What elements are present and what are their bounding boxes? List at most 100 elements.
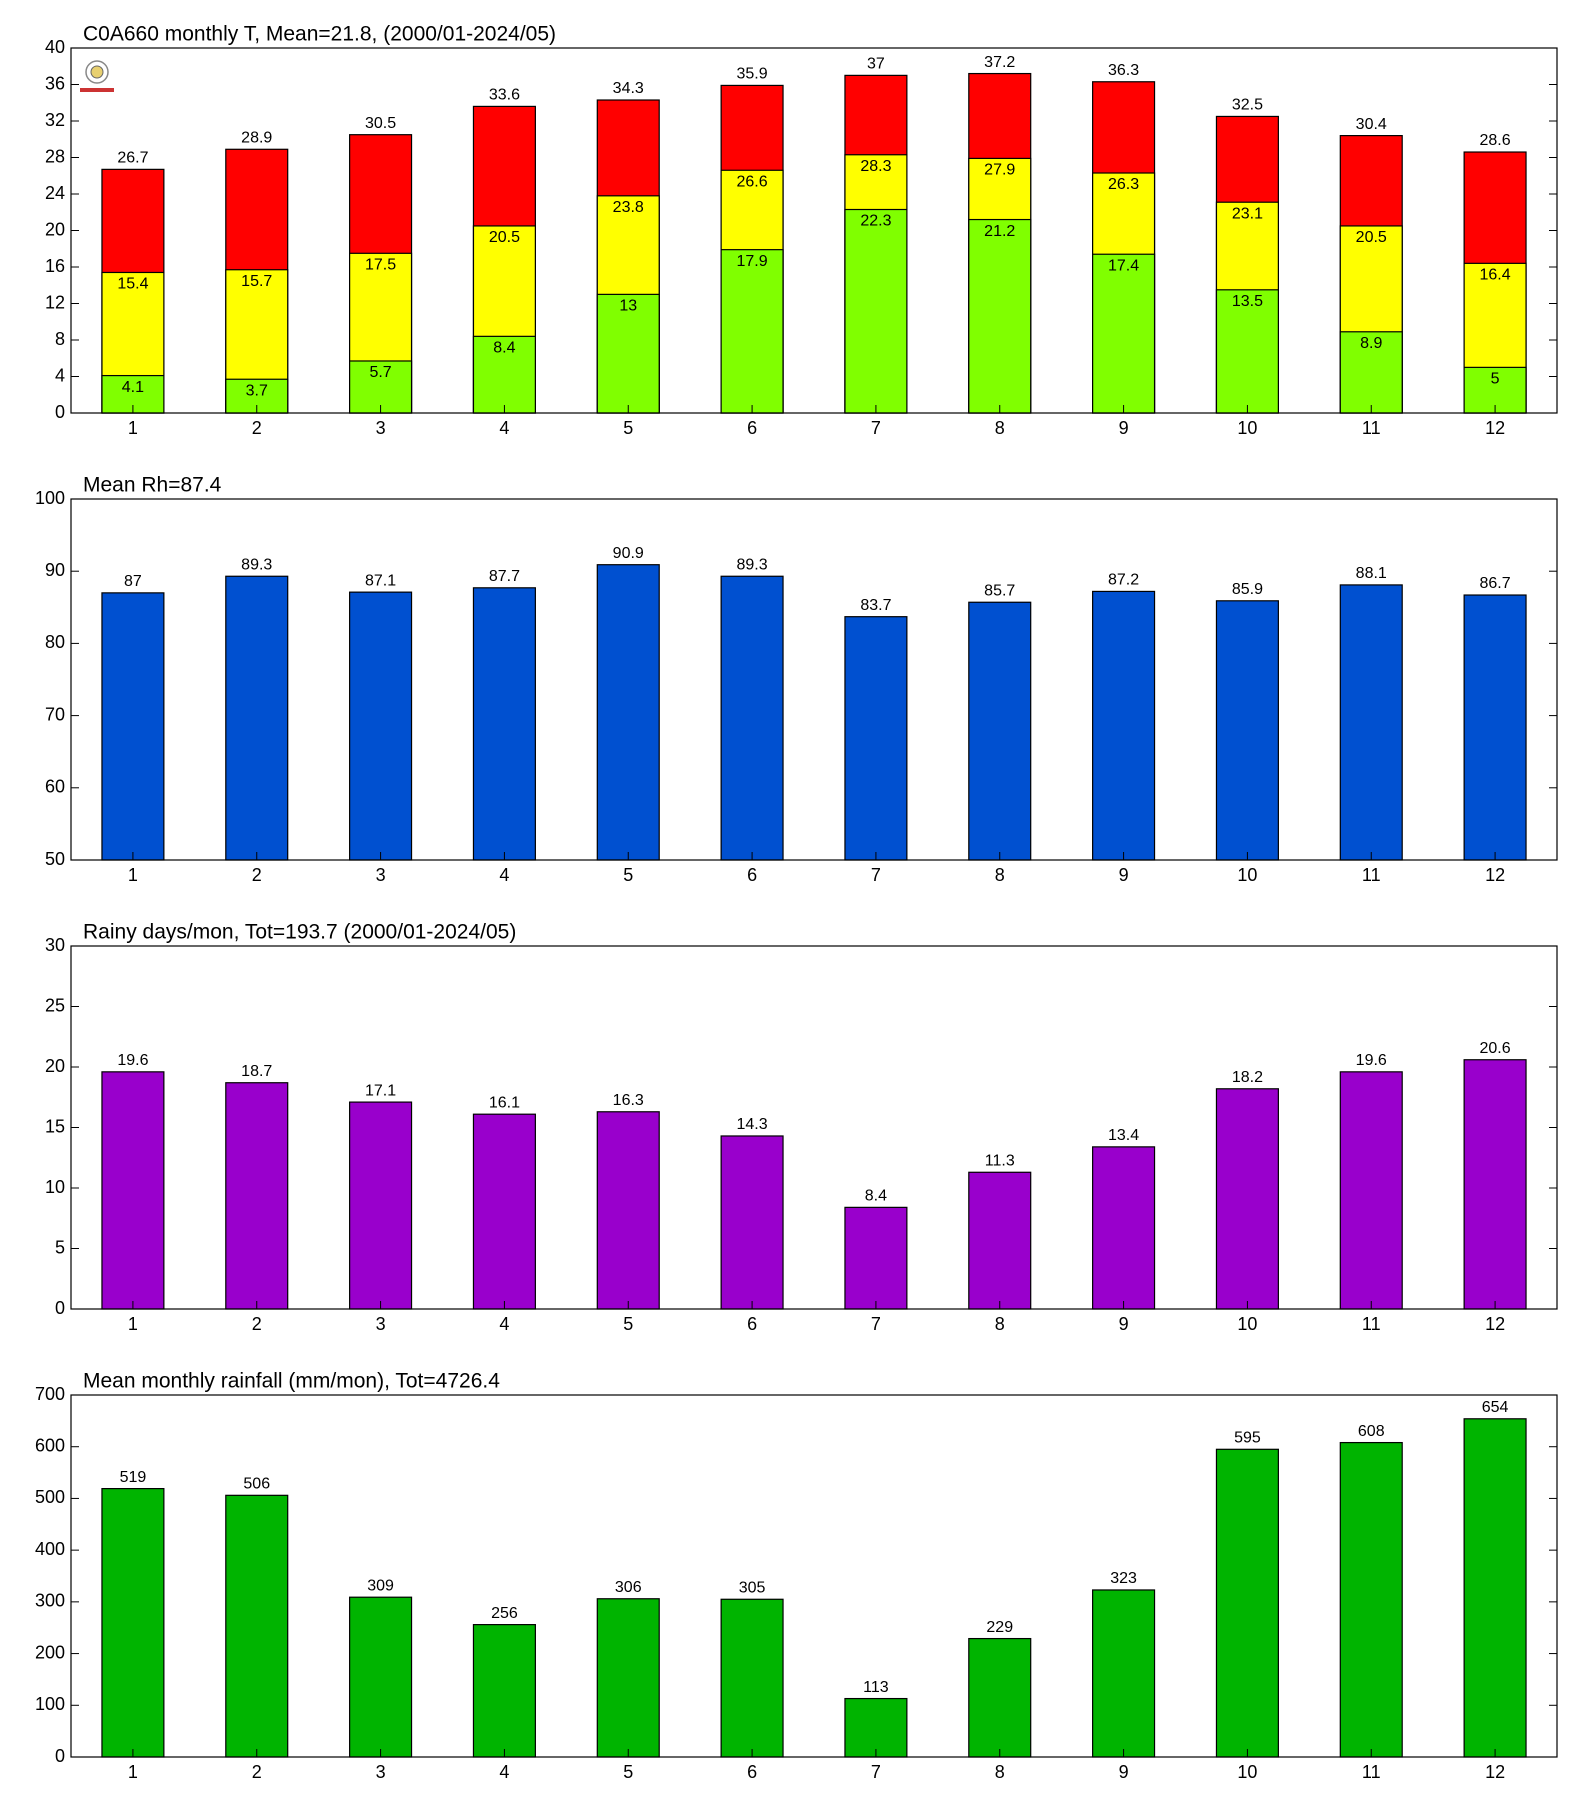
y-tick-label: 32 (45, 110, 65, 130)
bar (1092, 590, 1156, 861)
x-tick-label: 7 (871, 418, 881, 438)
value-label: 11.3 (985, 1152, 1015, 1169)
value-label: 519 (120, 1469, 147, 1486)
x-tick-label: 10 (1237, 418, 1257, 438)
bar (349, 1101, 413, 1310)
x-tick-label: 6 (747, 1762, 757, 1782)
x-tick-label: 3 (376, 865, 386, 885)
value-label: 256 (491, 1605, 518, 1622)
y-tick-label: 16 (45, 256, 65, 276)
x-tick-label: 10 (1237, 865, 1257, 885)
value-label: 26.7 (117, 150, 148, 167)
value-label: 37.2 (984, 54, 1015, 71)
y-tick-label: 30 (45, 935, 65, 955)
value-label: 27.9 (984, 162, 1015, 179)
x-tick-label: 4 (499, 1314, 509, 1334)
x-tick-label: 4 (499, 1762, 509, 1782)
bar (472, 1624, 536, 1758)
value-label: 26.6 (737, 173, 768, 190)
x-tick-label: 11 (1362, 418, 1381, 438)
x-tick-label: 8 (995, 418, 1005, 438)
x-tick-label: 3 (376, 418, 386, 438)
value-label: 20.5 (1356, 229, 1387, 246)
x-tick-label: 1 (128, 418, 138, 438)
value-label: 87.1 (365, 572, 396, 589)
bar (844, 616, 908, 861)
value-label: 15.4 (117, 276, 148, 293)
x-tick-label: 6 (747, 1314, 757, 1334)
y-tick-label: 36 (45, 73, 65, 93)
bar (1215, 1088, 1279, 1310)
y-tick-label: 15 (45, 1116, 65, 1136)
y-tick-label: 500 (35, 1487, 65, 1507)
bar (1339, 1071, 1403, 1310)
value-label: 30.5 (365, 115, 396, 132)
y-tick-label: 50 (45, 849, 65, 869)
x-tick-label: 3 (376, 1762, 386, 1782)
y-tick-label: 100 (35, 1694, 65, 1714)
value-label: 5.7 (369, 364, 391, 381)
chart-title: C0A660 monthly T, Mean=21.8, (2000/01-20… (83, 23, 556, 46)
x-tick-label: 2 (252, 1762, 262, 1782)
plot-frame (70, 945, 1558, 1310)
bar (968, 601, 1032, 861)
value-label: 28.6 (1480, 132, 1511, 149)
bar (720, 1135, 784, 1310)
x-tick-label: 9 (1119, 1314, 1129, 1334)
value-label: 5 (1491, 371, 1500, 388)
value-label: 37 (867, 56, 885, 73)
value-label: 8.4 (493, 340, 515, 357)
x-tick-label: 1 (128, 865, 138, 885)
value-label: 8.9 (1360, 335, 1382, 352)
value-label: 85.9 (1232, 581, 1263, 598)
value-label: 28.9 (241, 130, 272, 147)
y-tick-label: 24 (45, 183, 65, 203)
value-label: 17.5 (365, 257, 396, 274)
plot-frame (70, 47, 1558, 414)
bar (596, 564, 660, 861)
y-tick-label: 8 (55, 329, 65, 349)
x-tick-label: 11 (1362, 1314, 1381, 1334)
x-tick-label: 2 (252, 865, 262, 885)
value-label: 17.9 (737, 253, 768, 270)
x-tick-label: 12 (1485, 1762, 1505, 1782)
x-tick-label: 7 (871, 865, 881, 885)
bar (472, 1113, 536, 1310)
x-tick-label: 5 (623, 418, 633, 438)
bar (1215, 289, 1279, 414)
bar (101, 1488, 165, 1758)
bar (1463, 1059, 1527, 1310)
y-tick-label: 400 (35, 1539, 65, 1559)
bar (1463, 594, 1527, 861)
y-tick-label: 40 (45, 37, 65, 57)
bar (1092, 253, 1156, 414)
value-label: 83.7 (860, 597, 891, 614)
value-label: 506 (243, 1476, 270, 1493)
x-tick-label: 9 (1119, 1762, 1129, 1782)
logo (80, 60, 114, 92)
value-label: 90.9 (613, 545, 644, 562)
value-label: 3.7 (246, 382, 268, 399)
y-tick-label: 700 (35, 1384, 65, 1404)
x-tick-label: 8 (995, 1314, 1005, 1334)
value-label: 13 (619, 298, 637, 315)
value-label: 23.1 (1232, 205, 1263, 222)
x-tick-label: 7 (871, 1762, 881, 1782)
value-label: 21.2 (984, 223, 1015, 240)
x-tick-label: 1 (128, 1762, 138, 1782)
y-tick-label: 90 (45, 560, 65, 580)
y-tick-label: 4 (55, 365, 65, 385)
value-label: 229 (986, 1619, 1013, 1636)
bar (225, 1494, 289, 1758)
bar (596, 1598, 660, 1758)
value-label: 18.2 (1232, 1069, 1263, 1086)
y-tick-label: 28 (45, 146, 65, 166)
bar (720, 1598, 784, 1758)
value-label: 18.7 (241, 1063, 272, 1080)
bar (968, 1637, 1032, 1758)
bar (101, 592, 165, 861)
value-label: 8.4 (865, 1188, 887, 1205)
y-tick-label: 0 (55, 1298, 65, 1318)
value-label: 15.7 (241, 273, 272, 290)
value-label: 19.6 (117, 1052, 148, 1069)
